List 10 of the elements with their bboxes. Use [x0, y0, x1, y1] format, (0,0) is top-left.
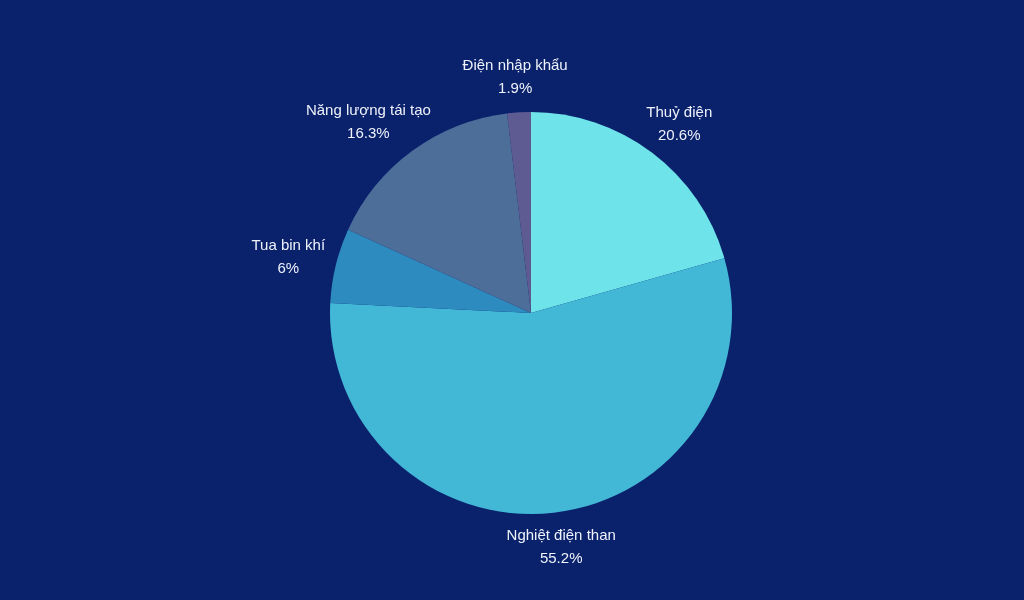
slice-label: Thuỷ điện [646, 103, 713, 121]
data-label: 55.2% [539, 549, 583, 567]
slice-label: Nghiệt điện than [506, 526, 616, 544]
data-label: 16.3% [347, 124, 390, 142]
data-label: 1.9% [498, 79, 533, 97]
slice-label: Điện nhập khẩu [462, 56, 568, 74]
slice-label: Tua bin khí [251, 235, 326, 253]
data-label: 20.6% [658, 126, 701, 144]
slice-label: Năng lượng tái tạo [305, 101, 431, 119]
data-label: 6% [277, 258, 300, 276]
